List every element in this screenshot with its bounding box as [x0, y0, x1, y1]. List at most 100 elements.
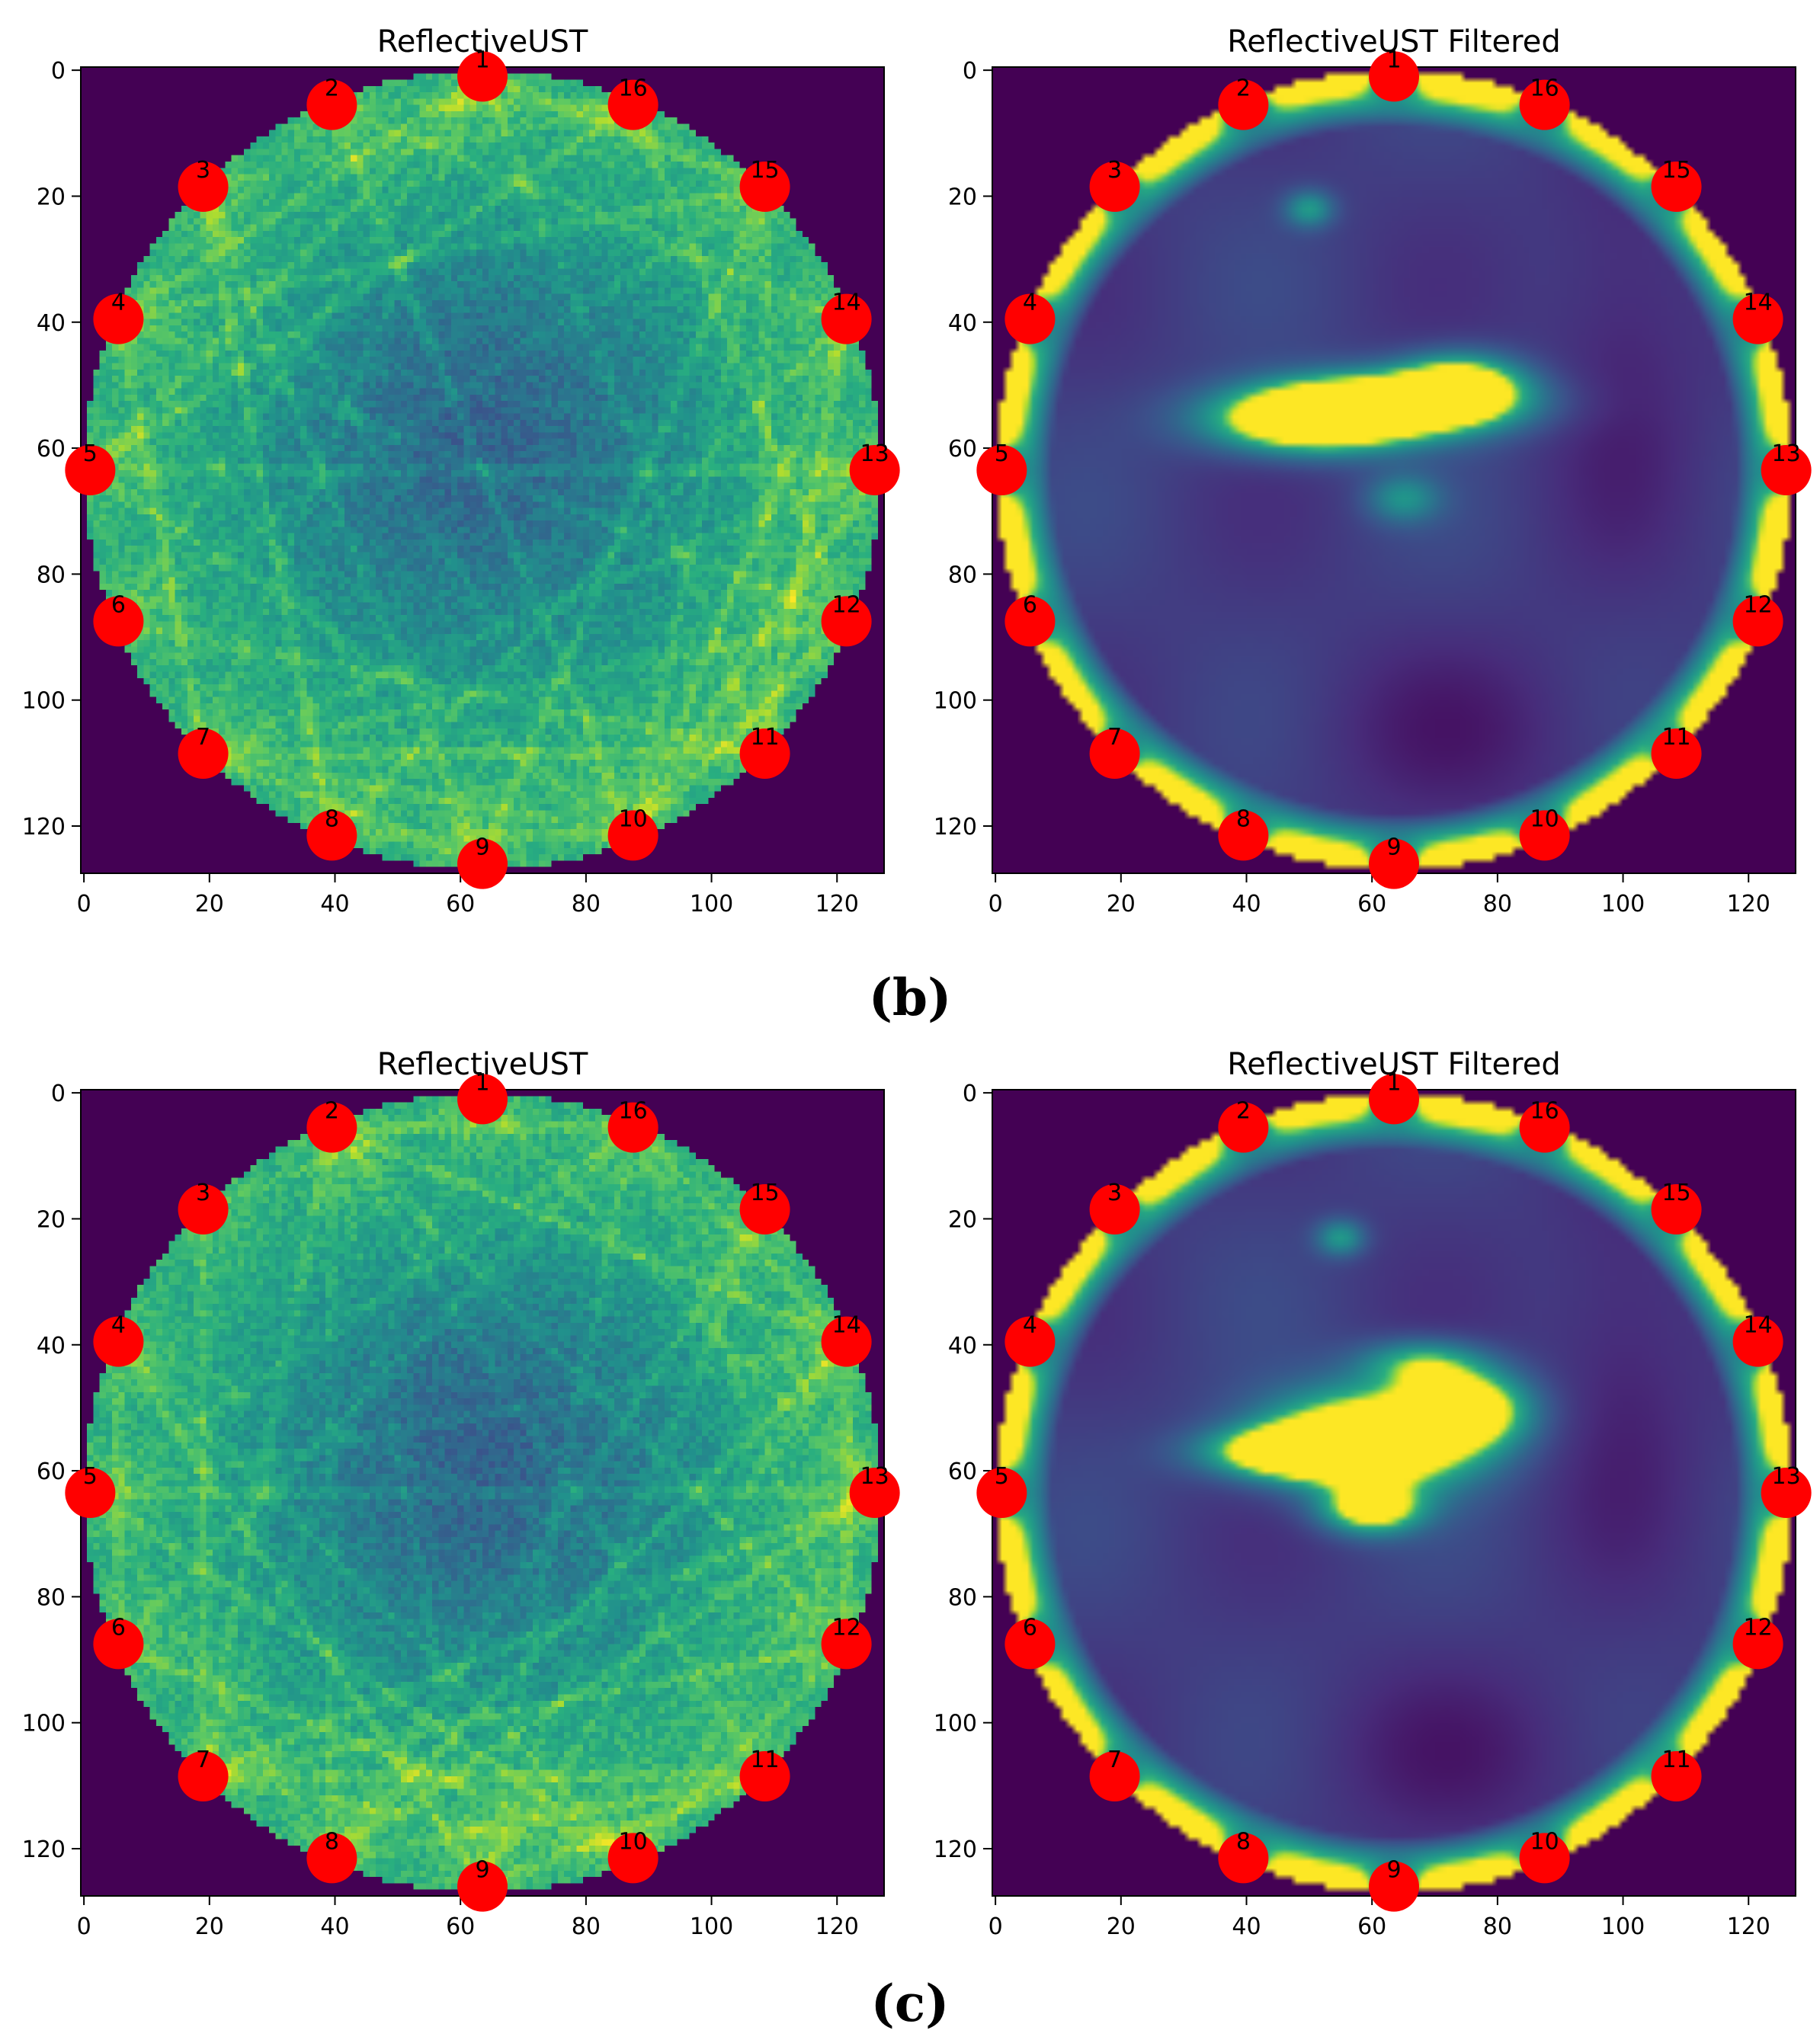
sensor-marker	[1519, 1102, 1570, 1153]
sensor-label: 2	[1236, 1098, 1251, 1125]
sensor-label: 2	[325, 75, 339, 102]
x-tick-label: 20	[1107, 1913, 1136, 1940]
sensor-label: 11	[1661, 724, 1690, 751]
sensor-label: 15	[750, 157, 779, 184]
sensor-marker	[1651, 1184, 1702, 1235]
sensor-marker	[821, 1316, 872, 1367]
sensor-label: 10	[619, 1828, 648, 1855]
sensor-label: 16	[1530, 1098, 1559, 1125]
y-tick-label: 20	[37, 184, 66, 210]
x-tick-label: 120	[1727, 891, 1770, 917]
sensor-label: 3	[1107, 1180, 1122, 1206]
sensor-label: 3	[196, 157, 210, 184]
sensor-marker	[1218, 1102, 1269, 1153]
sensor-label: 2	[1236, 75, 1251, 102]
sensor-marker	[1651, 728, 1702, 779]
sensor-marker	[1089, 728, 1140, 779]
sensor-label: 13	[860, 440, 889, 467]
sensor-marker	[607, 810, 658, 861]
sensor-label: 9	[1386, 834, 1401, 861]
sensor-label: 3	[1107, 157, 1122, 184]
x-tick-label: 60	[1357, 891, 1386, 917]
sensor-label: 1	[1386, 46, 1401, 73]
x-tick-label: 80	[572, 1913, 601, 1940]
sensor-label: 15	[1661, 1180, 1690, 1206]
sensor-marker	[93, 1316, 144, 1367]
sensor-marker	[607, 79, 658, 130]
sensor-marker	[1761, 445, 1812, 495]
sensor-marker	[1369, 838, 1419, 889]
y-tick-label: 0	[963, 1081, 977, 1107]
x-tick-label: 80	[1483, 1913, 1512, 1940]
sensor-marker	[1369, 1861, 1419, 1912]
sensor-label: 2	[325, 1098, 339, 1125]
sensor-label: 13	[860, 1463, 889, 1490]
y-tick-label: 0	[963, 58, 977, 85]
sensor-label: 11	[1661, 1747, 1690, 1773]
sensor-label: 12	[832, 1614, 861, 1641]
sensor-label: 9	[475, 1857, 489, 1884]
sensor-label: 8	[1236, 1828, 1251, 1855]
sensor-label: 10	[1530, 805, 1559, 832]
sensor-marker	[1732, 1619, 1783, 1670]
x-tick-label: 100	[690, 1913, 733, 1940]
x-tick-label: 80	[1483, 891, 1512, 917]
sensor-label: 8	[1236, 805, 1251, 832]
x-tick-label: 0	[989, 1913, 1003, 1940]
sensor-marker	[1651, 1750, 1702, 1801]
y-tick-label: 0	[51, 1081, 66, 1107]
y-tick-label: 100	[934, 1711, 977, 1737]
y-tick-label: 0	[51, 58, 66, 85]
sensor-marker	[1732, 1316, 1783, 1367]
sensor-marker	[306, 1833, 357, 1884]
sensor-label: 8	[325, 805, 339, 832]
sensor-marker	[1761, 1468, 1812, 1518]
sensor-marker	[976, 445, 1027, 495]
y-tick-label: 120	[22, 814, 66, 841]
sensor-marker	[65, 445, 116, 495]
x-tick-label: 0	[77, 891, 91, 917]
x-tick-label: 120	[815, 891, 859, 917]
y-tick-label: 100	[934, 688, 977, 715]
sensor-label: 4	[111, 290, 126, 316]
sensor-label: 16	[1530, 75, 1559, 102]
sensor-marker	[739, 728, 790, 779]
sensor-marker	[178, 1750, 229, 1801]
x-tick-label: 40	[320, 891, 349, 917]
sensor-marker	[607, 1833, 658, 1884]
sensor-label: 15	[1661, 157, 1690, 184]
x-tick-label: 100	[1601, 891, 1645, 917]
x-tick-label: 20	[195, 891, 224, 917]
sensor-marker	[1089, 162, 1140, 213]
sensor-label: 14	[832, 1312, 861, 1339]
y-tick-label: 40	[37, 310, 66, 337]
y-tick-label: 100	[22, 688, 66, 715]
sensor-label: 16	[619, 1098, 648, 1125]
sensor-label: 11	[750, 1747, 779, 1773]
sensor-marker	[65, 1468, 116, 1518]
sensor-marker	[607, 1102, 658, 1153]
x-tick-label: 60	[446, 1913, 475, 1940]
sensor-marker	[739, 162, 790, 213]
y-tick-label: 80	[37, 562, 66, 588]
y-tick-label: 40	[37, 1333, 66, 1359]
sensor-label: 6	[111, 1614, 126, 1641]
sensor-label: 6	[1023, 591, 1037, 618]
y-tick-label: 120	[22, 1836, 66, 1863]
sensor-label: 13	[1772, 440, 1801, 467]
sensor-marker	[457, 838, 508, 889]
sensor-marker	[178, 162, 229, 213]
sensor-label: 14	[1744, 1312, 1773, 1339]
sensor-label: 1	[475, 1069, 489, 1096]
sensor-marker	[306, 79, 357, 130]
sensor-label: 7	[196, 724, 210, 751]
sensor-marker	[1005, 596, 1056, 647]
sensor-marker	[1519, 1833, 1570, 1884]
y-tick-label: 20	[948, 1206, 977, 1233]
sensor-label: 12	[1744, 591, 1773, 618]
